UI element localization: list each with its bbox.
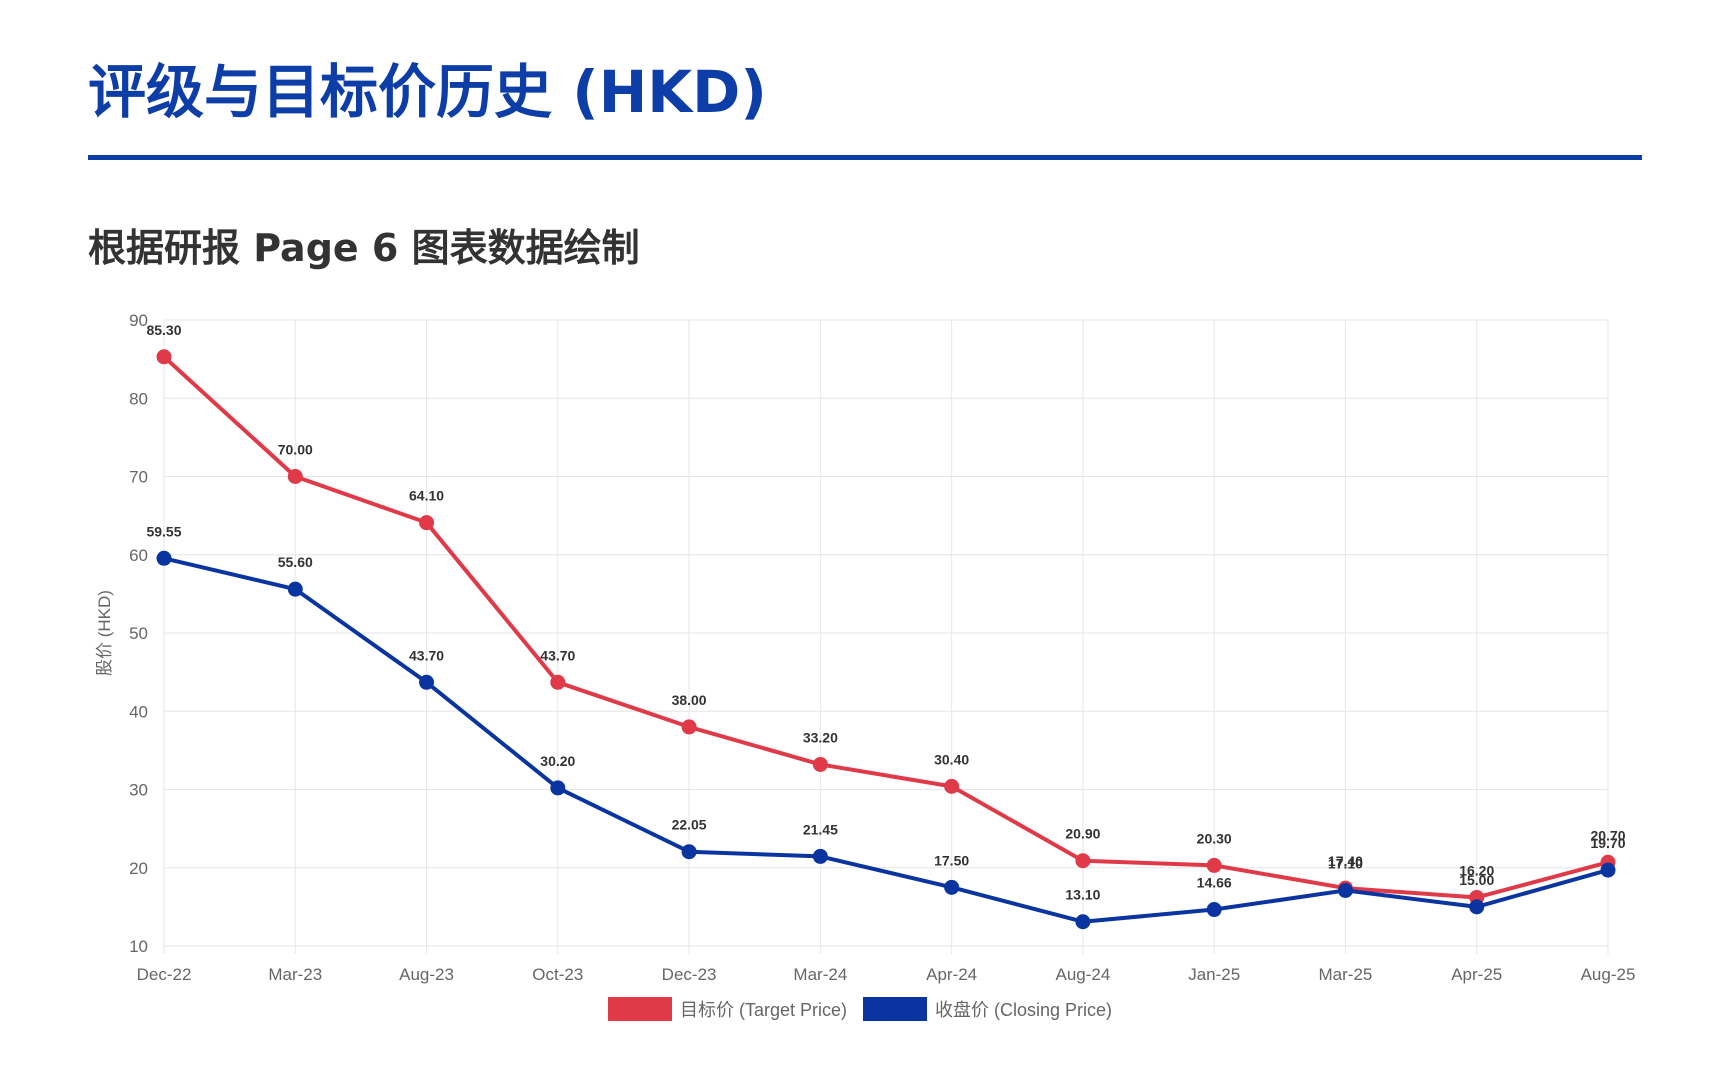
data-label-0: 70.00 (278, 442, 313, 458)
y-tick-label: 50 (129, 624, 148, 643)
data-label-1: 13.10 (1065, 887, 1100, 903)
data-point-1[interactable] (944, 879, 960, 895)
data-point-1[interactable] (419, 674, 435, 690)
y-axis-title: 股价 (HKD) (95, 590, 114, 676)
chart-axes: 10 20 30 40 50 60 70 80 90 Dec-22 Mar-23 Aug-23 Oct-… (95, 311, 1635, 984)
data-label-1: 17.10 (1328, 855, 1363, 871)
data-label-0: 33.20 (803, 729, 838, 745)
title-divider (88, 155, 1642, 160)
y-tick-label: 60 (129, 546, 148, 565)
data-label-1: 15.00 (1459, 872, 1494, 888)
data-point-1[interactable] (1600, 862, 1616, 878)
series-line-1 (162, 556, 1610, 924)
data-point-0[interactable] (156, 349, 172, 365)
data-point-1[interactable] (156, 550, 172, 566)
data-label-0: 20.70 (1590, 827, 1625, 843)
data-point-0[interactable] (287, 469, 303, 484)
data-label-1: 19.70 (1590, 835, 1625, 851)
data-point-0[interactable] (681, 719, 697, 735)
x-tick-label: Aug-24 (1055, 965, 1110, 984)
x-tick-label: Aug-23 (399, 965, 454, 984)
data-label-1: 22.05 (672, 817, 707, 833)
data-label-0: 20.30 (1197, 830, 1232, 846)
data-point-0[interactable] (1206, 857, 1222, 873)
x-tick-label: Aug-25 (1581, 965, 1636, 984)
y-tick-label: 80 (129, 389, 148, 408)
data-label-1: 43.70 (409, 647, 444, 663)
data-point-0[interactable] (944, 778, 960, 794)
y-tick-label: 40 (129, 702, 148, 721)
data-point-1[interactable] (681, 844, 697, 860)
data-point-0[interactable] (1075, 853, 1091, 869)
x-tick-label: Jan-25 (1188, 965, 1240, 984)
data-point-1[interactable] (812, 848, 828, 864)
x-tick-label: Mar-24 (793, 965, 847, 984)
data-point-1[interactable] (1469, 899, 1485, 915)
chart-legend: 目标价 (Target Price) 收盘价 (Closing Price) (0, 996, 1720, 1022)
data-point-1[interactable] (550, 780, 566, 796)
data-point-0[interactable] (550, 674, 566, 690)
data-label-0: 38.00 (672, 692, 707, 708)
y-tick-label: 70 (129, 468, 148, 487)
legend-item-closing-price[interactable]: 收盘价 (Closing Price) (863, 996, 1112, 1022)
legend-item-target-price[interactable]: 目标价 (Target Price) (607, 996, 847, 1022)
data-label-0: 20.90 (1065, 826, 1100, 842)
data-label-0: 16.20 (1459, 862, 1494, 878)
x-tick-label: Mar-25 (1319, 965, 1373, 984)
legend-label-target-price: 目标价 (Target Price) (679, 1000, 847, 1020)
data-point-1[interactable] (1075, 914, 1091, 930)
y-tick-label: 10 (129, 937, 148, 956)
data-point-0[interactable] (812, 756, 828, 772)
data-label-0: 43.70 (540, 647, 575, 663)
data-label-1: 59.55 (146, 523, 181, 539)
legend-label-closing-price: 收盘价 (Closing Price) (935, 1000, 1113, 1020)
chart-data-labels: 85.30 70.00 64.10 43.70 38.00 33.20 30.40 20.90… (146, 322, 1625, 903)
legend-swatch-closing-price (863, 997, 927, 1021)
data-label-0: 85.30 (146, 322, 181, 338)
data-point-1[interactable] (1337, 882, 1353, 898)
data-label-0: 64.10 (409, 488, 444, 504)
x-tick-label: Mar-23 (268, 965, 322, 984)
x-tick-label: Oct-23 (532, 965, 583, 984)
data-point-1[interactable] (1206, 902, 1222, 918)
data-label-1: 17.50 (934, 852, 969, 868)
chart-subtitle: 根据研报 Page 6 图表数据绘制 (88, 226, 640, 270)
data-point-0[interactable] (419, 515, 435, 531)
data-label-0: 30.40 (934, 751, 969, 767)
data-label-1: 30.20 (540, 753, 575, 769)
chart-grid (163, 319, 1609, 954)
data-label-0: 17.40 (1328, 853, 1363, 869)
y-tick-label: 90 (129, 311, 148, 330)
x-tick-label: Dec-22 (137, 965, 192, 984)
chart-series (156, 349, 1616, 930)
page-title: 评级与目标价历史 (HKD) (88, 58, 767, 126)
x-tick-label: Dec-23 (662, 965, 717, 984)
data-point-1[interactable] (287, 581, 303, 597)
y-tick-label: 20 (129, 859, 148, 878)
legend-swatch-target-price (607, 997, 672, 1021)
y-tick-label: 30 (129, 781, 148, 800)
x-tick-label: Apr-24 (926, 965, 977, 984)
data-label-1: 14.66 (1197, 875, 1232, 891)
data-label-1: 55.60 (278, 554, 313, 570)
series-line-0 (162, 354, 1610, 900)
x-tick-label: Apr-25 (1451, 965, 1502, 984)
data-label-1: 21.45 (803, 821, 838, 837)
